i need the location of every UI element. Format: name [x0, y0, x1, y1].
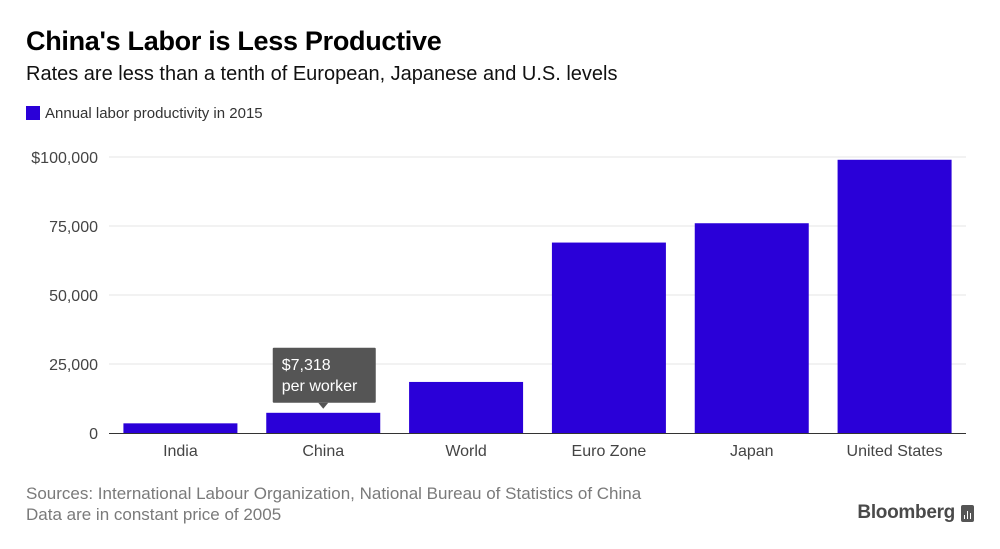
chart-legend: Annual labor productivity in 2015: [26, 103, 263, 123]
x-tick-label: Euro Zone: [572, 443, 647, 460]
y-tick-label: 50,000: [49, 288, 98, 305]
bar-china: [266, 412, 381, 433]
bar-world: [409, 381, 524, 433]
bloomberg-logo: Bloomberg: [857, 500, 974, 526]
y-tick-label: 75,000: [49, 219, 98, 236]
x-tick-label: World: [445, 443, 487, 460]
y-tick-label: $100,000: [31, 150, 98, 167]
chart-title: China's Labor is Less Productive: [26, 26, 442, 56]
legend-label: Annual labor productivity in 2015: [45, 104, 263, 122]
x-tick-label: India: [163, 443, 198, 460]
data-note: Data are in constant price of 2005: [26, 505, 282, 524]
bar-united-states: [837, 159, 952, 433]
brand-name: Bloomberg: [857, 502, 955, 523]
legend-swatch: [26, 106, 40, 120]
bloomberg-chart-icon: [961, 504, 974, 522]
annotation-text: per worker: [282, 378, 358, 395]
y-tick-label: 0: [89, 426, 98, 443]
sources-note: Sources: International Labour Organizati…: [26, 484, 642, 503]
x-tick-label: China: [302, 443, 344, 460]
x-tick-label: United States: [847, 443, 943, 460]
annotation-callout: [272, 347, 376, 403]
bar-euro-zone: [551, 242, 666, 433]
chart-subtitle: Rates are less than a tenth of European,…: [26, 63, 618, 85]
annotation-pointer: [318, 402, 329, 409]
y-tick-label: 25,000: [49, 357, 98, 374]
chart-footer: Sources: International Labour Organizati…: [26, 483, 641, 525]
x-tick-label: Japan: [730, 443, 774, 460]
annotation-text: $7,318: [282, 357, 331, 374]
bar-india: [123, 423, 238, 433]
bar-japan: [694, 223, 809, 433]
